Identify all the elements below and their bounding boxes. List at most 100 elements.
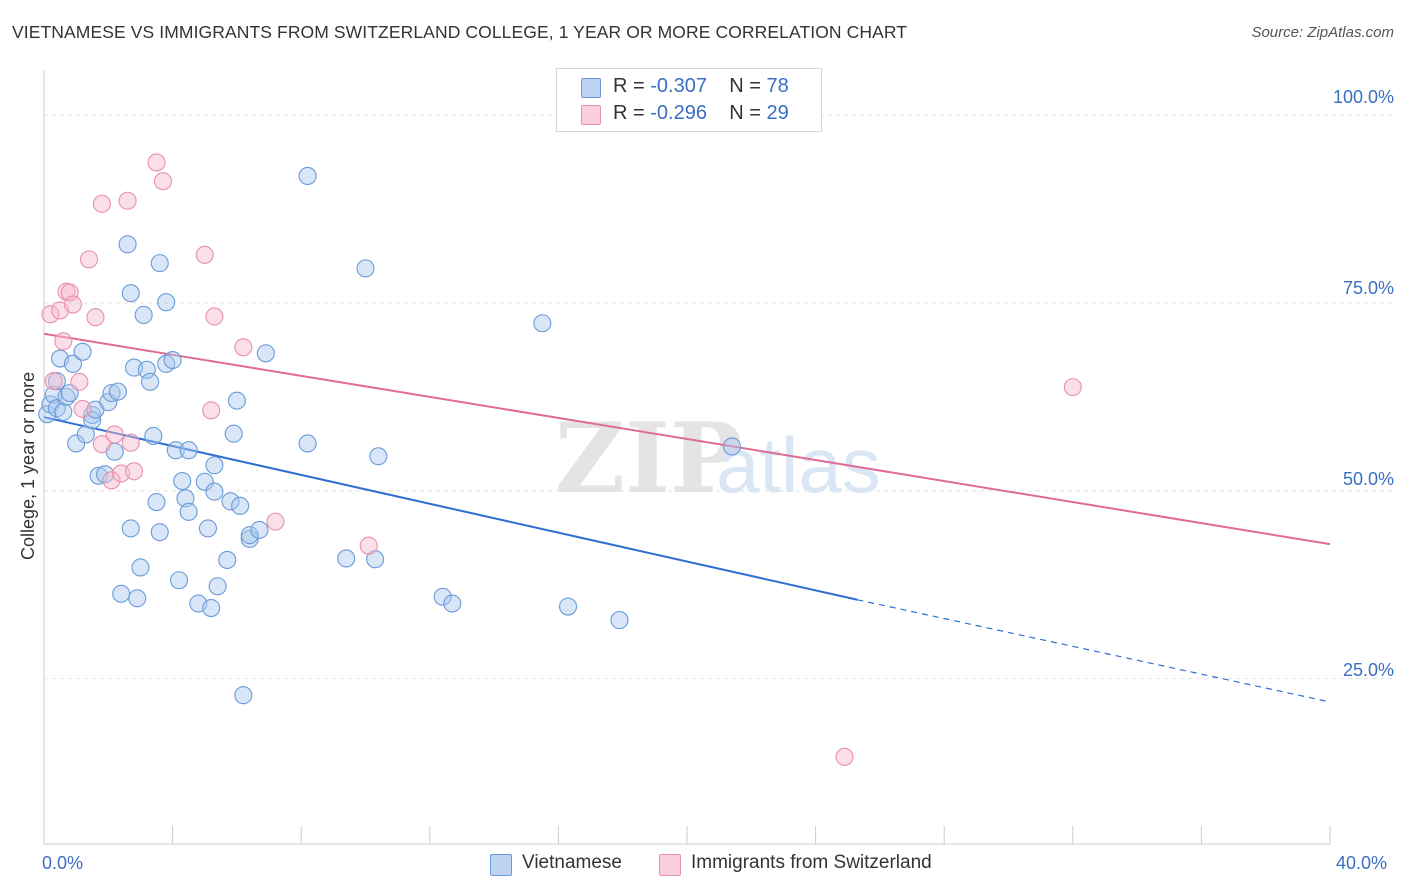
y-axis-label: College, 1 year or more bbox=[18, 371, 38, 560]
legend-r-value: -0.296 bbox=[650, 102, 707, 124]
watermark-atlas: atlas bbox=[716, 421, 881, 509]
data-point-vietnamese bbox=[298, 434, 317, 453]
data-point-switzerland bbox=[359, 536, 378, 555]
bottom-legend-label: Immigrants from Switzerland bbox=[691, 852, 932, 873]
legend-r-value: -0.307 bbox=[650, 75, 707, 97]
data-point-switzerland bbox=[234, 338, 253, 357]
data-point-switzerland bbox=[153, 172, 173, 191]
data-point-vietnamese bbox=[256, 344, 275, 363]
data-point-vietnamese bbox=[227, 391, 246, 410]
x-tick-label-max: 40.0% bbox=[1336, 853, 1388, 873]
data-point-switzerland bbox=[92, 435, 111, 454]
data-point-vietnamese bbox=[195, 472, 214, 491]
data-point-switzerland bbox=[70, 372, 89, 391]
y-tick-label: 75.0% bbox=[1342, 278, 1394, 298]
data-point-vietnamese bbox=[118, 235, 137, 254]
data-point-switzerland bbox=[195, 245, 214, 264]
data-point-vietnamese bbox=[163, 351, 182, 370]
y-tick-label: 50.0% bbox=[1342, 469, 1394, 489]
data-point-switzerland bbox=[147, 153, 166, 172]
data-point-vietnamese bbox=[121, 519, 140, 538]
legend-swatch-vietnamese bbox=[581, 78, 601, 98]
data-point-switzerland bbox=[44, 372, 63, 391]
data-point-vietnamese bbox=[134, 305, 153, 325]
data-point-vietnamese bbox=[102, 384, 121, 403]
data-point-switzerland bbox=[54, 332, 73, 351]
data-point-vietnamese bbox=[157, 293, 176, 312]
x-tick-label-min: 0.0% bbox=[42, 853, 84, 873]
bottom-legend-swatch-vietnamese bbox=[490, 854, 512, 876]
watermark-zip: ZIP bbox=[555, 402, 742, 515]
data-point-vietnamese bbox=[231, 496, 250, 515]
trend-line-1 bbox=[43, 332, 1331, 546]
data-point-vietnamese bbox=[108, 382, 127, 401]
data-points bbox=[38, 153, 1082, 766]
data-point-vietnamese bbox=[221, 492, 240, 511]
data-point-vietnamese bbox=[240, 526, 259, 545]
data-point-vietnamese bbox=[112, 584, 131, 603]
data-point-switzerland bbox=[118, 191, 137, 210]
data-point-vietnamese bbox=[558, 597, 578, 616]
data-point-vietnamese bbox=[722, 437, 742, 456]
data-point-vietnamese bbox=[38, 405, 57, 424]
data-point-switzerland bbox=[205, 307, 224, 326]
legend-n-value: 78 bbox=[766, 75, 789, 97]
data-point-vietnamese bbox=[83, 405, 102, 424]
data-point-vietnamese bbox=[131, 558, 150, 577]
data-point-vietnamese bbox=[173, 471, 192, 491]
data-point-switzerland bbox=[86, 308, 105, 327]
data-point-vietnamese bbox=[128, 589, 147, 608]
data-point-vietnamese bbox=[234, 686, 253, 705]
legend-swatch-switzerland bbox=[581, 105, 601, 125]
data-point-vietnamese bbox=[205, 456, 224, 475]
data-point-vietnamese bbox=[250, 520, 269, 539]
data-point-vietnamese bbox=[224, 424, 243, 443]
data-point-switzerland bbox=[92, 194, 111, 213]
data-point-vietnamese bbox=[443, 594, 462, 613]
data-point-vietnamese bbox=[202, 598, 221, 618]
legend-n-value: 29 bbox=[766, 102, 789, 124]
watermark: ZIP atlas bbox=[555, 402, 881, 515]
grid-lines bbox=[44, 114, 1394, 680]
data-point-vietnamese bbox=[121, 284, 140, 303]
data-point-vietnamese bbox=[179, 502, 198, 521]
chart-title: VIETNAMESE VS IMMIGRANTS FROM SWITZERLAN… bbox=[12, 22, 908, 42]
trend-line-extension-0 bbox=[857, 599, 1331, 703]
data-point-vietnamese bbox=[73, 342, 92, 361]
data-point-switzerland bbox=[121, 433, 140, 452]
data-point-vietnamese bbox=[67, 434, 86, 453]
data-point-switzerland bbox=[1063, 378, 1082, 397]
data-point-switzerland bbox=[41, 305, 60, 324]
trend-line-0 bbox=[43, 416, 858, 601]
legend-n-label: N = bbox=[729, 75, 767, 97]
legend-r-label: R = bbox=[613, 75, 651, 97]
legend-n-label: N = bbox=[729, 102, 767, 124]
data-point-vietnamese bbox=[205, 482, 224, 501]
trend-lines bbox=[43, 332, 1331, 703]
bottom-legend-swatch-switzerland bbox=[659, 854, 681, 876]
data-point-vietnamese bbox=[610, 611, 629, 630]
y-tick-label: 100.0% bbox=[1332, 87, 1394, 107]
data-point-vietnamese bbox=[337, 549, 356, 568]
data-point-switzerland bbox=[835, 747, 854, 766]
data-point-vietnamese bbox=[179, 441, 198, 460]
data-point-vietnamese bbox=[433, 587, 452, 606]
data-point-switzerland bbox=[102, 471, 121, 490]
bottom-legend-label: Vietnamese bbox=[522, 852, 622, 873]
data-point-vietnamese bbox=[54, 402, 73, 421]
data-point-switzerland bbox=[105, 425, 124, 444]
data-point-vietnamese bbox=[176, 489, 195, 508]
data-point-vietnamese bbox=[141, 372, 160, 391]
data-point-vietnamese bbox=[150, 254, 169, 273]
data-point-switzerland bbox=[63, 295, 82, 314]
y-tick-label: 25.0% bbox=[1342, 660, 1394, 680]
legend-r-label: R = bbox=[613, 102, 651, 124]
data-point-vietnamese bbox=[166, 441, 185, 460]
axes bbox=[43, 70, 1331, 845]
data-point-vietnamese bbox=[298, 166, 317, 186]
data-point-vietnamese bbox=[198, 519, 218, 538]
data-point-vietnamese bbox=[356, 259, 375, 278]
data-point-switzerland bbox=[202, 401, 221, 420]
data-point-vietnamese bbox=[369, 447, 388, 466]
